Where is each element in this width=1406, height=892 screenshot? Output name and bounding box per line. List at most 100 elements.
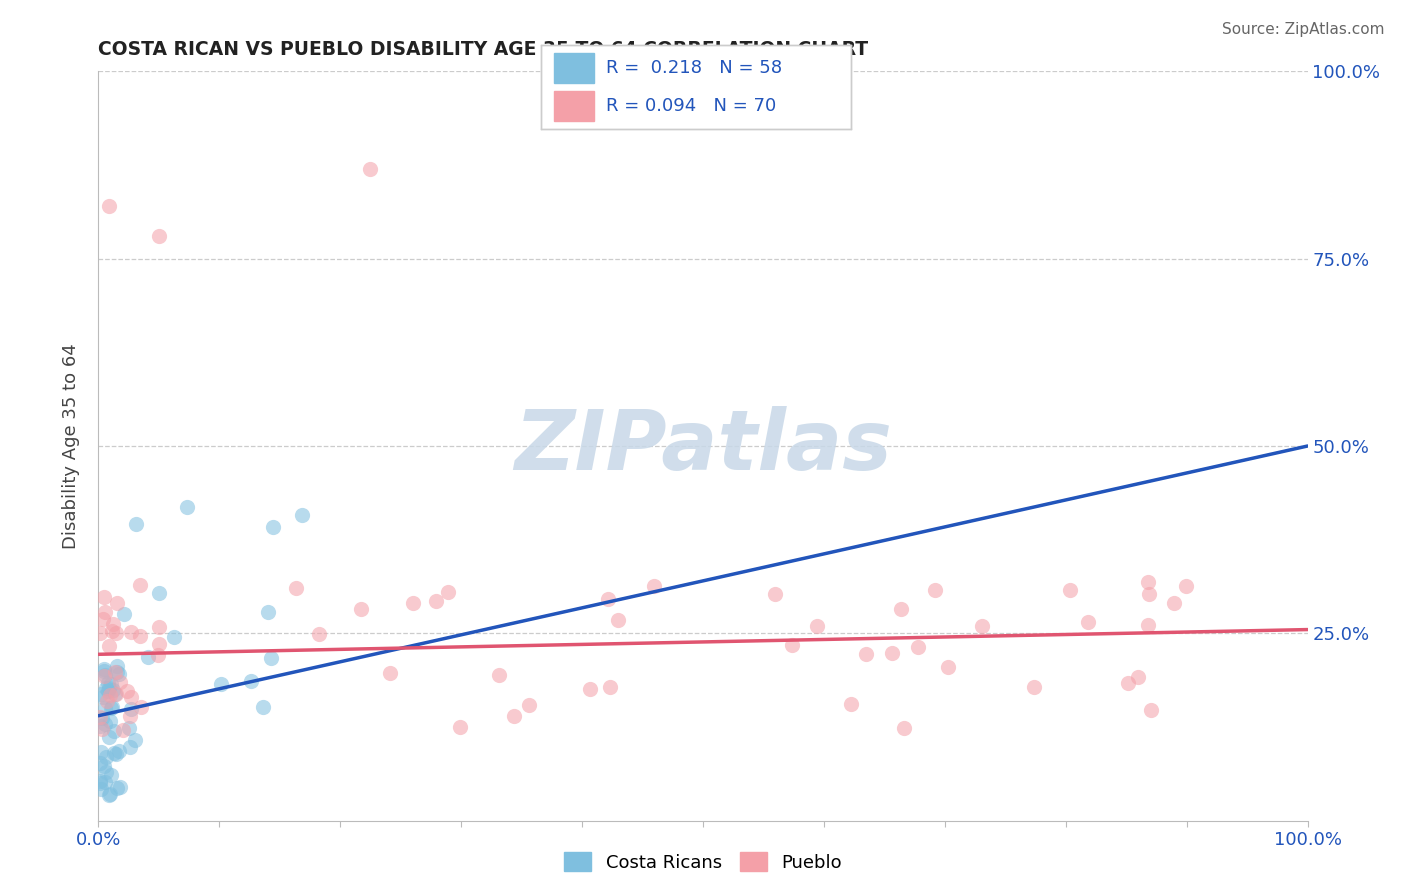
- Point: [98, 714, 121, 729]
- Point: [402, 596, 425, 610]
- Point: [129, 629, 152, 643]
- Point: [162, 630, 184, 644]
- Point: [103, 747, 125, 761]
- Point: [252, 699, 274, 714]
- Text: R =  0.218   N = 58: R = 0.218 N = 58: [606, 59, 782, 77]
- Point: [1174, 579, 1197, 593]
- Point: [1059, 583, 1081, 598]
- Point: [93, 668, 115, 682]
- Point: [970, 619, 993, 633]
- Point: [98, 787, 121, 801]
- Point: [148, 586, 170, 600]
- Point: [257, 605, 280, 619]
- Point: [97, 676, 120, 690]
- Point: [107, 780, 129, 795]
- Point: [120, 740, 142, 755]
- Point: [1139, 703, 1161, 717]
- Point: [606, 613, 628, 627]
- Point: [1136, 575, 1159, 590]
- Legend: Costa Ricans, Pueblo: Costa Ricans, Pueblo: [557, 846, 849, 879]
- Y-axis label: Disability Age 35 to 64: Disability Age 35 to 64: [62, 343, 80, 549]
- Point: [105, 665, 128, 679]
- Point: [308, 627, 330, 641]
- Point: [284, 581, 307, 595]
- Point: [100, 677, 122, 691]
- Point: [148, 637, 170, 651]
- Point: [93, 774, 115, 789]
- Point: [131, 699, 153, 714]
- Point: [120, 708, 142, 723]
- Point: [105, 626, 128, 640]
- Point: [93, 612, 115, 626]
- Point: [1126, 670, 1149, 684]
- Point: [98, 688, 121, 702]
- Point: [89, 776, 111, 790]
- Bar: [554, 54, 593, 83]
- Point: [128, 578, 150, 592]
- Point: [517, 698, 540, 713]
- Point: [1163, 596, 1185, 610]
- Point: [924, 582, 946, 597]
- Text: COSTA RICAN VS PUEBLO DISABILITY AGE 35 TO 64 CORRELATION CHART: COSTA RICAN VS PUEBLO DISABILITY AGE 35 …: [98, 39, 869, 59]
- Point: [449, 720, 471, 734]
- Point: [98, 731, 121, 745]
- Point: [94, 716, 117, 731]
- Point: [104, 665, 127, 679]
- Point: [488, 668, 510, 682]
- Point: [806, 619, 828, 633]
- Point: [209, 676, 232, 690]
- Point: [104, 747, 127, 761]
- Point: [841, 697, 863, 711]
- Point: [1136, 618, 1159, 632]
- Point: [437, 584, 460, 599]
- Point: [97, 639, 120, 653]
- Point: [1137, 587, 1160, 601]
- Point: [596, 592, 619, 607]
- Point: [855, 647, 877, 661]
- Point: [93, 668, 115, 682]
- Point: [359, 161, 381, 176]
- Point: [643, 579, 665, 593]
- Point: [425, 594, 447, 608]
- Point: [579, 681, 602, 696]
- Point: [115, 684, 138, 698]
- Point: [105, 687, 128, 701]
- Point: [104, 687, 127, 701]
- Point: [125, 517, 148, 532]
- Point: [90, 687, 112, 701]
- Point: [176, 500, 198, 514]
- Point: [93, 590, 115, 604]
- Point: [378, 666, 401, 681]
- Point: [120, 625, 142, 640]
- Point: [599, 680, 621, 694]
- Point: [93, 690, 115, 704]
- Point: [93, 664, 115, 678]
- Point: [100, 700, 122, 714]
- Point: [96, 764, 118, 779]
- Point: [882, 646, 904, 660]
- Point: [93, 758, 115, 772]
- Point: [101, 617, 124, 632]
- Point: [112, 723, 135, 737]
- Point: [89, 719, 111, 733]
- Point: [97, 199, 120, 213]
- Point: [148, 648, 170, 663]
- Point: [124, 732, 146, 747]
- Point: [108, 780, 131, 795]
- Point: [94, 700, 117, 714]
- Text: Source: ZipAtlas.com: Source: ZipAtlas.com: [1222, 22, 1385, 37]
- Point: [763, 587, 786, 601]
- Point: [100, 624, 122, 639]
- Point: [120, 690, 142, 705]
- Point: [105, 658, 128, 673]
- Point: [239, 674, 262, 689]
- Point: [108, 744, 131, 758]
- Point: [893, 722, 915, 736]
- Point: [98, 788, 121, 802]
- Point: [148, 620, 170, 634]
- Point: [90, 745, 112, 759]
- Point: [108, 675, 131, 690]
- Point: [97, 683, 120, 698]
- Point: [93, 662, 115, 676]
- Point: [105, 597, 128, 611]
